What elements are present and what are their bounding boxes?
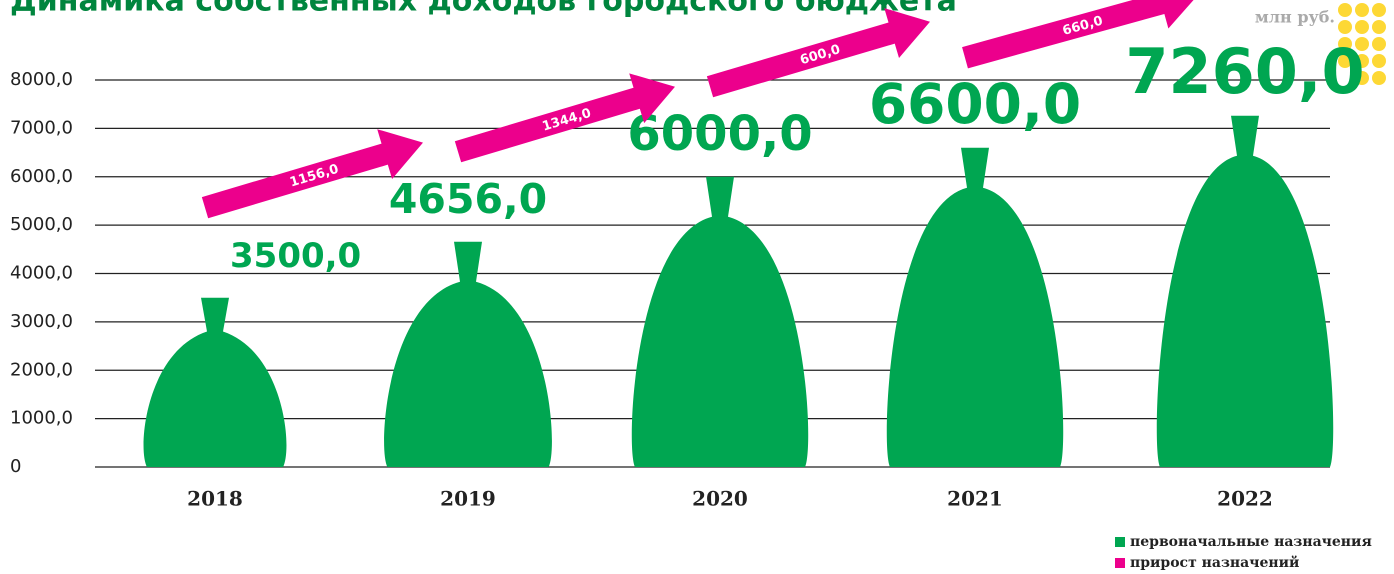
legend-label: первоначальные назначения xyxy=(1130,534,1372,550)
y-tick-label: 6000,0 xyxy=(10,166,73,187)
increment-arrow: 600,0 xyxy=(706,8,930,98)
arrow xyxy=(706,8,930,98)
arrow xyxy=(454,73,676,163)
legend-swatch xyxy=(1115,558,1125,568)
bag xyxy=(886,147,1064,467)
value-label: 6600,0 xyxy=(869,72,1081,136)
bag xyxy=(631,176,809,467)
arrow xyxy=(201,129,423,219)
bag xyxy=(384,241,552,467)
value-label: 7260,0 xyxy=(1125,35,1364,108)
legend-swatch xyxy=(1115,537,1125,547)
y-tick-label: 2000,0 xyxy=(10,359,73,380)
y-tick-label: 7000,0 xyxy=(10,117,73,138)
legend-label: прирост назначений xyxy=(1130,554,1299,571)
value-label: 6000,0 xyxy=(627,106,812,162)
x-tick-label: 2018 xyxy=(187,487,243,511)
y-tick-label: 1000,0 xyxy=(10,408,73,429)
x-tick-label: 2019 xyxy=(440,487,496,511)
y-tick-label: 3000,0 xyxy=(10,311,73,332)
decoration-dots xyxy=(1338,3,1386,85)
bag xyxy=(1156,115,1334,468)
x-tick-label: 2020 xyxy=(692,487,748,511)
x-tick-label: 2022 xyxy=(1217,487,1273,511)
y-tick-label: 5000,0 xyxy=(10,214,73,235)
value-label: 4656,0 xyxy=(389,175,547,223)
bag xyxy=(143,297,287,467)
arrow xyxy=(962,0,1201,69)
y-tick-label: 8000,0 xyxy=(10,69,73,90)
unit-label: млн руб. xyxy=(1255,8,1335,27)
chart-title: Динамика собственных доходов городского … xyxy=(10,0,957,19)
x-tick-label: 2021 xyxy=(947,487,1003,511)
y-tick-label: 4000,0 xyxy=(10,263,73,284)
value-label: 3500,0 xyxy=(230,236,361,276)
y-tick-label: 0 xyxy=(10,456,21,477)
